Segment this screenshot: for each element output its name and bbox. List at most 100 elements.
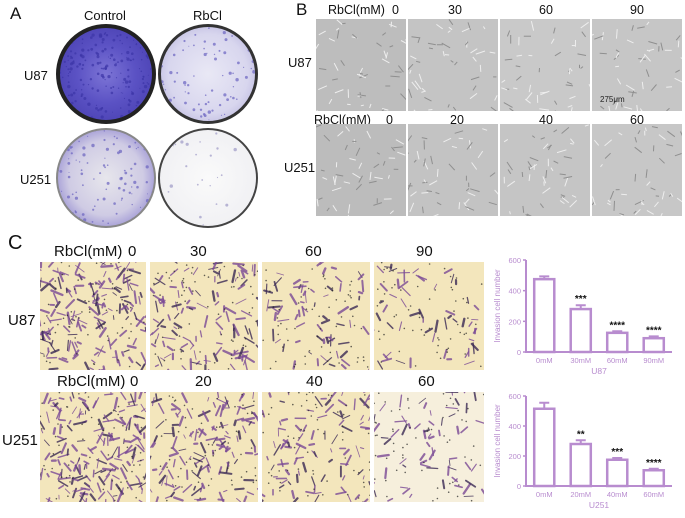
error-bar [575, 304, 586, 310]
transwell-texture [262, 262, 370, 370]
x-tick-label: 0mM [536, 356, 553, 365]
phase-image-u251-40 [500, 124, 590, 216]
phase-image-u251-20 [408, 124, 498, 216]
panel-b-row1-dose-2: 60 [539, 3, 553, 17]
panel-c-letter: C [8, 232, 23, 254]
transwell-texture [40, 262, 146, 370]
panel-b-row2-dose-1: 20 [450, 113, 464, 127]
panel-c-row2-dose-1: 20 [195, 373, 212, 390]
transwell-image-u87-0 [40, 262, 146, 370]
panel-b-row1-dose-3: 90 [630, 3, 644, 17]
transwell-image-u251-0 [40, 392, 146, 502]
panel-c-row2-dose-3: 60 [418, 373, 435, 390]
y-axis-label: Invasion cell number [493, 269, 502, 343]
panel-c-row2-label: U251 [2, 432, 38, 449]
x-tick-label: 60mM [643, 490, 664, 499]
bar [532, 407, 556, 488]
significance-label: **** [646, 325, 662, 336]
y-tick-label: 0 [517, 348, 521, 357]
transwell-image-u87-30 [150, 262, 258, 370]
phase-texture [503, 124, 589, 216]
x-tick-label: 60mM [607, 356, 628, 365]
error-bar [612, 330, 623, 333]
panel-c-row2-dose-2: 40 [306, 373, 323, 390]
panel-b-row1-label: U87 [288, 55, 312, 70]
x-tick-label: 40mM [607, 490, 628, 499]
x-axis-label: U87 [591, 366, 607, 376]
phase-texture [316, 124, 406, 216]
bar-chart-u251: Invasion cell number 0 200 400 600 0mM ** 20mM *… [493, 392, 672, 510]
error-bar [539, 275, 550, 280]
transwell-image-u251-40 [262, 392, 370, 502]
phase-image-u251-60 [592, 124, 682, 216]
error-bar [539, 401, 550, 409]
panel-c-row1-header: RbCl(mM) [54, 243, 123, 260]
bar-chart-u87: Invasion cell number 0 200 400 600 0mM *** 30mM… [493, 256, 672, 376]
panel-c-row1-dose-1: 30 [190, 243, 207, 260]
transwell-texture [374, 262, 484, 370]
error-bar [648, 335, 659, 339]
panel-b-row1-dose-0: 0 [392, 3, 399, 17]
transwell-image-u251-20 [150, 392, 258, 502]
bar [642, 336, 666, 354]
panel-b-row2-dose-0: 0 [386, 113, 393, 127]
y-tick-label: 600 [508, 256, 521, 265]
col-header-rbcl: RbCl [193, 8, 222, 23]
dish-texture [58, 130, 154, 226]
panel-b-row2-dose-3: 60 [630, 113, 644, 127]
x-tick-label: 0mM [536, 490, 553, 499]
significance-label: *** [611, 447, 623, 458]
error-bar [575, 439, 586, 444]
transwell-image-u251-60 [374, 392, 484, 502]
significance-label: ** [577, 429, 585, 440]
y-tick-label: 0 [517, 482, 521, 491]
phase-image-u87-30 [408, 19, 498, 111]
panel-b-row2-dose-2: 40 [539, 113, 553, 127]
scale-bar-label: 275μm [600, 95, 625, 104]
bar [605, 331, 629, 354]
panel-b-row1-header: RbCl(mM) [328, 3, 385, 17]
panel-c-row1-dose-2: 60 [305, 243, 322, 260]
panel-c-row1-label: U87 [8, 312, 36, 329]
panel-c-row2-dose-0: 0 [130, 373, 139, 390]
panel-b-row2-label: U251 [284, 160, 316, 175]
x-tick-label: 90mM [643, 356, 664, 365]
dish-texture [161, 27, 255, 121]
x-axis-label: U251 [589, 500, 610, 510]
panel-c-row1-dose-3: 90 [416, 243, 433, 260]
y-axis-label: Invasion cell number [493, 404, 502, 478]
phase-texture [592, 21, 682, 111]
col-header-control: Control [84, 8, 126, 23]
bar [569, 307, 593, 354]
y-tick-label: 200 [508, 317, 521, 326]
transwell-texture [40, 392, 146, 502]
dish-u251-control [56, 128, 156, 228]
bar [532, 277, 556, 354]
bar [642, 469, 666, 488]
significance-label: *** [575, 294, 587, 305]
bar [605, 458, 629, 488]
dish-texture [60, 28, 152, 120]
panel-b-row2-header: RbCl(mM) [314, 113, 371, 127]
transwell-texture [150, 262, 258, 370]
panel-b-row1-dose-1: 30 [448, 3, 462, 17]
dish-u87-rbcl [158, 24, 258, 124]
panel-a-letter: A [10, 4, 22, 23]
x-tick-label: 30mM [570, 356, 591, 365]
transwell-texture [374, 392, 484, 502]
phase-texture [501, 20, 590, 111]
phase-image-u87-0 [316, 19, 406, 111]
phase-texture [316, 19, 406, 111]
significance-label: **** [646, 458, 662, 469]
significance-label: **** [609, 320, 625, 331]
y-tick-label: 400 [508, 422, 521, 431]
phase-texture [408, 19, 498, 111]
phase-texture [408, 128, 498, 216]
x-tick-label: 20mM [570, 490, 591, 499]
phase-texture [592, 126, 682, 216]
dish-u87-control [56, 24, 156, 124]
panel-c-row2-header: RbCl(mM) [57, 373, 126, 390]
dish-texture [161, 132, 256, 226]
dish-u251-rbcl [158, 128, 258, 228]
y-tick-label: 200 [508, 452, 521, 461]
